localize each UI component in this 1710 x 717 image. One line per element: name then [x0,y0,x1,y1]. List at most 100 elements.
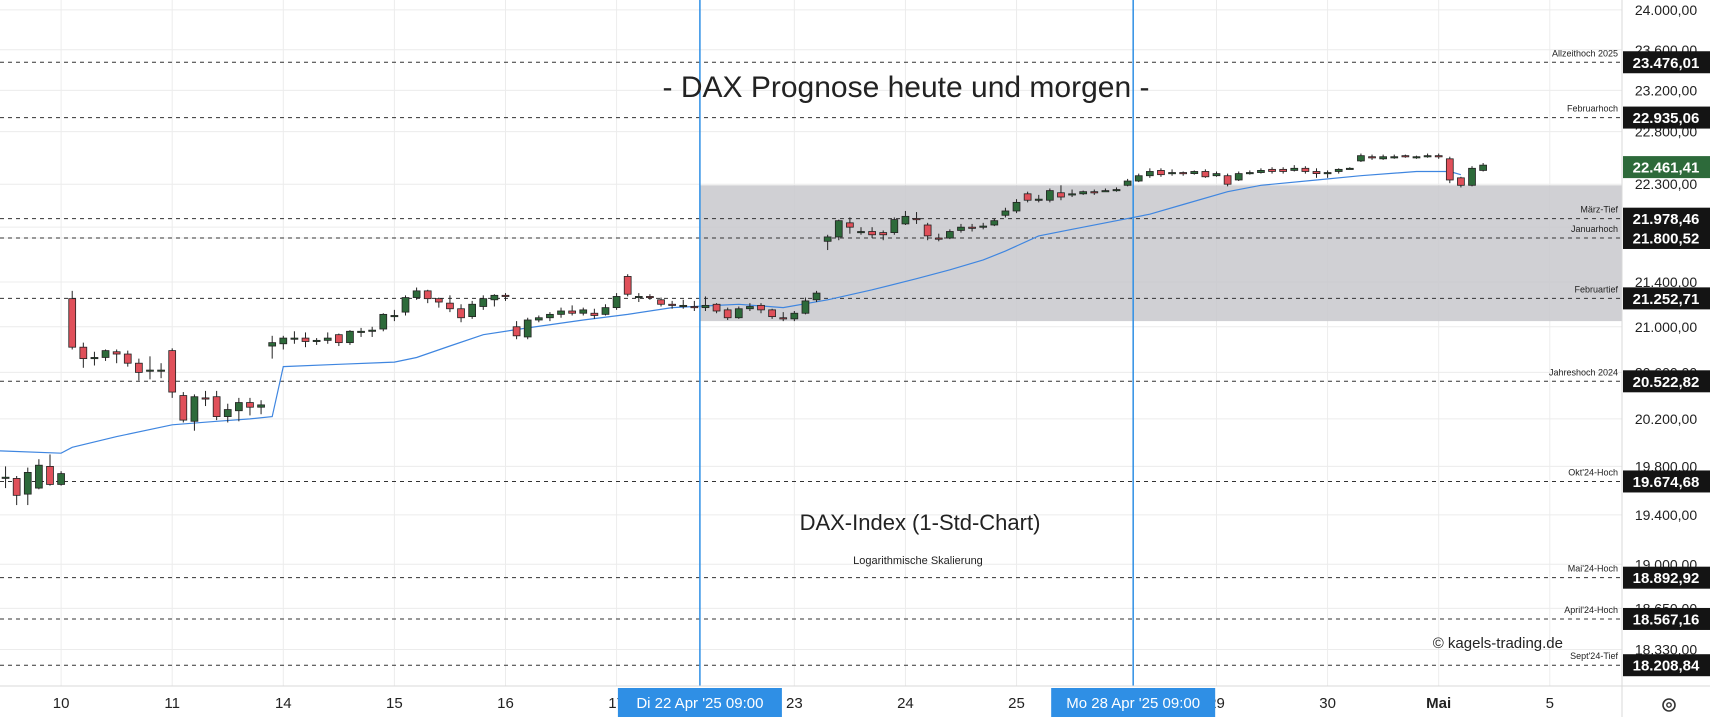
candle-body [912,218,921,221]
level-name-label: Okt'24-Hoch [1568,467,1618,477]
candle-up [534,315,543,323]
candle-down [1279,167,1288,174]
candle-up [946,229,954,240]
candle-body [879,232,888,236]
candle-down [712,303,721,314]
candle-up [1046,188,1054,203]
candle-up [1257,168,1265,174]
candle-body [601,307,610,315]
time-tick-label: 25 [1008,695,1025,712]
level-price-label: 21.252,71 [1633,291,1700,308]
copyright-text: © kagels-trading.de [1433,635,1563,652]
candle-up [1334,168,1343,174]
price-tick-label: 24.000,00 [1635,2,1697,18]
candle-down [46,454,54,486]
candle-body [623,276,632,295]
candle-body [457,308,465,319]
time-tick-label: 10 [53,695,70,712]
candle-body [246,402,254,408]
candle-up [1323,170,1332,178]
candle-up [1134,173,1143,183]
price-tick-label: 19.800,00 [1635,458,1697,474]
candle-body [1345,167,1354,170]
candle-up [1012,199,1021,214]
candle-down [301,332,310,348]
candle-down [334,333,343,347]
candle-body [1445,158,1454,181]
candle-down [1023,191,1032,203]
candle-up [490,294,499,307]
candle-body [1257,170,1265,173]
candle-up [701,296,710,311]
candle-body [1123,180,1132,186]
candle-down [512,321,521,340]
candle-body [979,225,988,228]
price-tick-label: 21.000,00 [1635,319,1697,335]
candle-up [1034,194,1043,203]
candle-body [968,226,976,229]
candle-up [579,307,588,316]
candle-up [890,217,899,235]
candle-down [923,222,932,241]
candle-body [779,317,788,320]
level-price-box [1623,106,1710,129]
candle-body [1223,175,1232,185]
candle-body [434,298,443,303]
level-labels: Allzeithoch 2025 23.476,01 Februarhoch 22.9… [1549,48,1710,677]
candle-body [1001,210,1010,216]
last-price-label: 22.461,41 [1633,160,1700,177]
candle-up [1412,155,1421,159]
level-price-label: 18.567,16 [1633,611,1700,628]
candle-down [1268,167,1276,174]
candle-down [1457,176,1465,188]
candle-up [346,330,354,345]
candle-up [801,297,810,315]
level-price-box [1623,654,1710,677]
candle-up [390,309,399,322]
candle-body [501,294,510,297]
candle-up [834,219,843,241]
candle-down [423,289,432,304]
candle-body [379,313,388,330]
level-name-label: März-Tief [1580,205,1618,215]
candle-down [1201,169,1210,178]
candle-body [423,290,432,300]
candle-body [723,309,732,319]
candle-down [1434,153,1443,159]
candle-up [1168,169,1176,176]
candle-body [846,222,854,228]
candle-body [746,306,754,310]
last-price-box [1623,156,1710,179]
candle-body [1,476,10,479]
candle-down [446,295,454,313]
level-price-box [1623,287,1710,310]
candle-body [957,226,965,231]
candle-up [901,210,910,226]
candle-body [168,350,177,393]
time-tick-label: 11 [164,695,180,712]
candle-down [690,300,699,311]
level-price-label: 20.522,82 [1633,374,1700,391]
candle-up [368,326,377,337]
candle-up [1123,178,1132,187]
candle-body [68,298,77,348]
settings-gear-icon[interactable] [1662,698,1676,712]
price-tick-label: 18.330,00 [1635,641,1697,657]
candle-body [546,313,554,319]
candle-up [1423,153,1432,158]
candle-down [12,476,21,506]
candle-down [912,212,921,224]
candle-down [657,297,665,307]
candle-up [957,223,965,233]
price-tick-label: 23.200,00 [1635,82,1697,98]
candle-up [357,327,365,337]
candle-down [1090,189,1099,195]
candle-down [1445,156,1454,184]
candle-body [790,312,799,320]
candle-body [1423,155,1432,158]
candle-body [1212,173,1221,177]
candle-up [257,400,265,415]
candle-down [1401,154,1410,158]
candle-down [179,392,188,423]
candle-up [323,332,332,344]
